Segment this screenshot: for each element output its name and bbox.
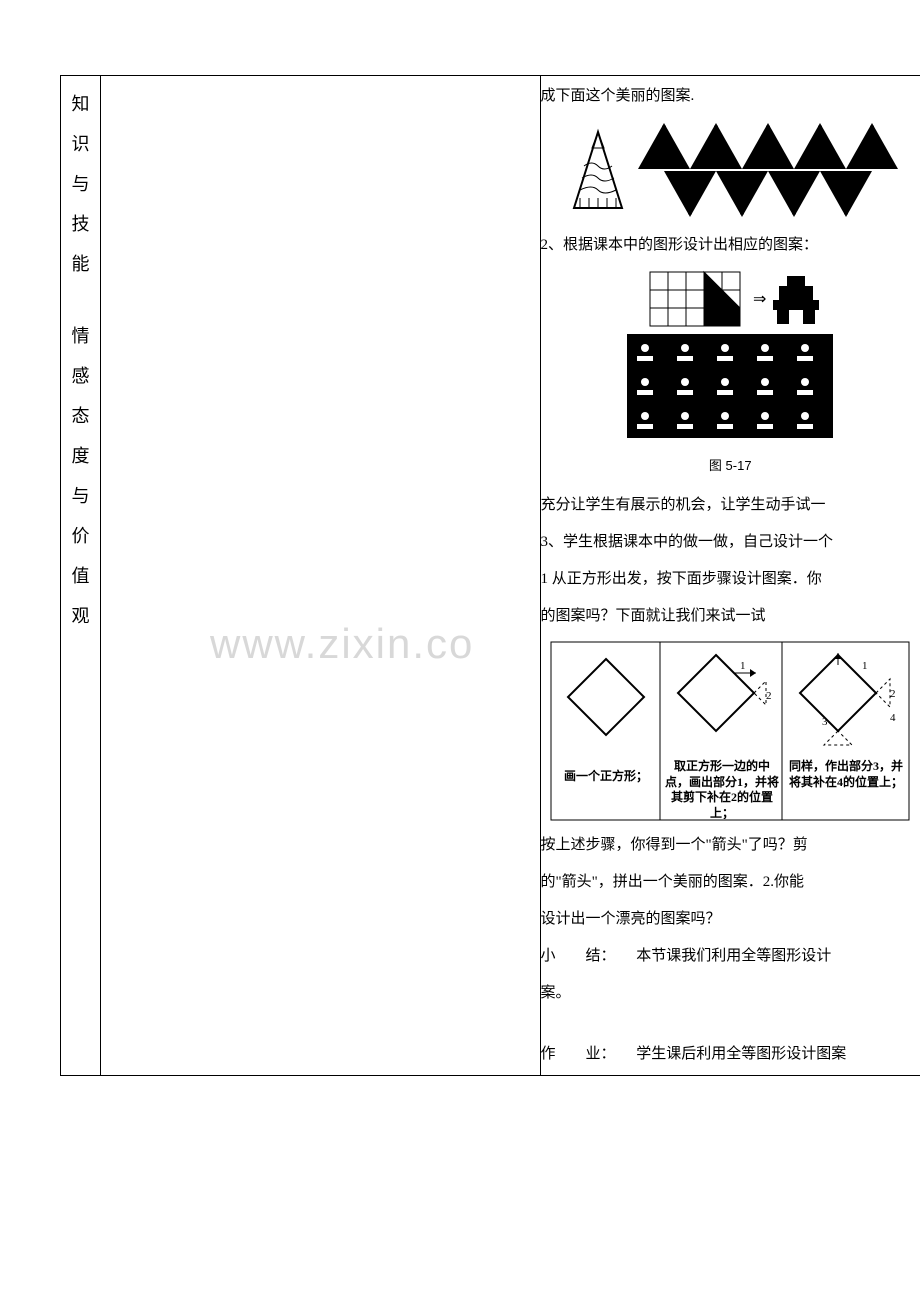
vchar: 与 — [61, 482, 100, 508]
text-line: 充分让学生有展示的机会，让学生动手试一 — [541, 489, 920, 522]
svg-text:2: 2 — [766, 690, 772, 702]
vchar: 与 — [61, 170, 100, 196]
vchar: 态 — [61, 402, 100, 428]
hw-label: 作 业： — [541, 1038, 633, 1071]
triangle-pattern-icon — [638, 121, 898, 221]
grid-pattern-icon: ⇒ — [625, 270, 835, 450]
figure-caption: 图 5-17 — [541, 452, 920, 481]
text-line: 的图案吗？下面就让我们来试一试 — [541, 600, 920, 633]
figure-steps: 1 2 1 2 3 4 画一个正方形； — [541, 641, 920, 821]
text-line: 的"箭头"，拼出一个美丽的图案．2.你能 — [541, 866, 920, 899]
summary-text: 本节课我们利用全等图形设计 — [636, 948, 831, 964]
summary-line: 小 结： 本节课我们利用全等图形设计 — [541, 940, 920, 973]
text-line: 案。 — [541, 977, 920, 1010]
svg-text:1: 1 — [862, 660, 868, 672]
vchar: 能 — [61, 250, 100, 276]
vchar: 值 — [61, 562, 100, 588]
vchar: 知 — [61, 90, 100, 116]
steps-diagram-icon: 1 2 1 2 3 4 画一个正方形； — [550, 641, 910, 821]
text-line: 成下面这个美丽的图案. — [541, 80, 920, 113]
svg-text:1: 1 — [740, 660, 746, 672]
text-line: 1 从正方形出发，按下面步骤设计图案．你 — [541, 563, 920, 596]
text-line: 按上述步骤，你得到一个"箭头"了吗？剪 — [541, 829, 920, 862]
figure-grid-pattern: ⇒ — [541, 270, 920, 481]
spacer — [61, 290, 100, 308]
empty-column — [100, 76, 540, 1076]
vchar: 观 — [61, 602, 100, 628]
svg-text:⇒: ⇒ — [753, 291, 766, 308]
text-line: 设计出一个漂亮的图案吗？ — [541, 903, 920, 936]
tree-icon — [562, 126, 634, 216]
figure-triangles — [541, 121, 920, 221]
svg-text:3: 3 — [822, 716, 828, 728]
step-caption: 取正方形一边的中点，画出部分1，并将其剪下补在2的位置上； — [664, 759, 780, 819]
content-column: 成下面这个美丽的图案. — [540, 76, 920, 1076]
text-line: 3、学生根据课本中的做一做，自己设计一个 — [541, 526, 920, 559]
sidebar-column: 知 识 与 技 能 情 感 态 度 与 价 值 观 — [61, 76, 101, 1076]
vchar: 情 — [61, 322, 100, 348]
summary-label: 小 结： — [541, 940, 633, 973]
lesson-plan-table: 知 识 与 技 能 情 感 态 度 与 价 值 观 成下面这个美丽的图案. — [60, 75, 920, 1076]
homework-line: 作 业： 学生课后利用全等图形设计图案 — [541, 1038, 920, 1071]
vchar: 技 — [61, 210, 100, 236]
vchar: 价 — [61, 522, 100, 548]
svg-text:4: 4 — [890, 712, 896, 724]
vchar: 度 — [61, 442, 100, 468]
vchar: 识 — [61, 130, 100, 156]
hw-text: 学生课后利用全等图形设计图案 — [636, 1046, 846, 1062]
vchar: 感 — [61, 362, 100, 388]
step-caption: 同样，作出部分3，并将其补在4的位置上； — [786, 759, 906, 790]
svg-text:2: 2 — [890, 688, 896, 700]
step-caption: 画一个正方形； — [554, 769, 658, 785]
text-line: 2、根据课本中的图形设计出相应的图案： — [541, 229, 920, 262]
